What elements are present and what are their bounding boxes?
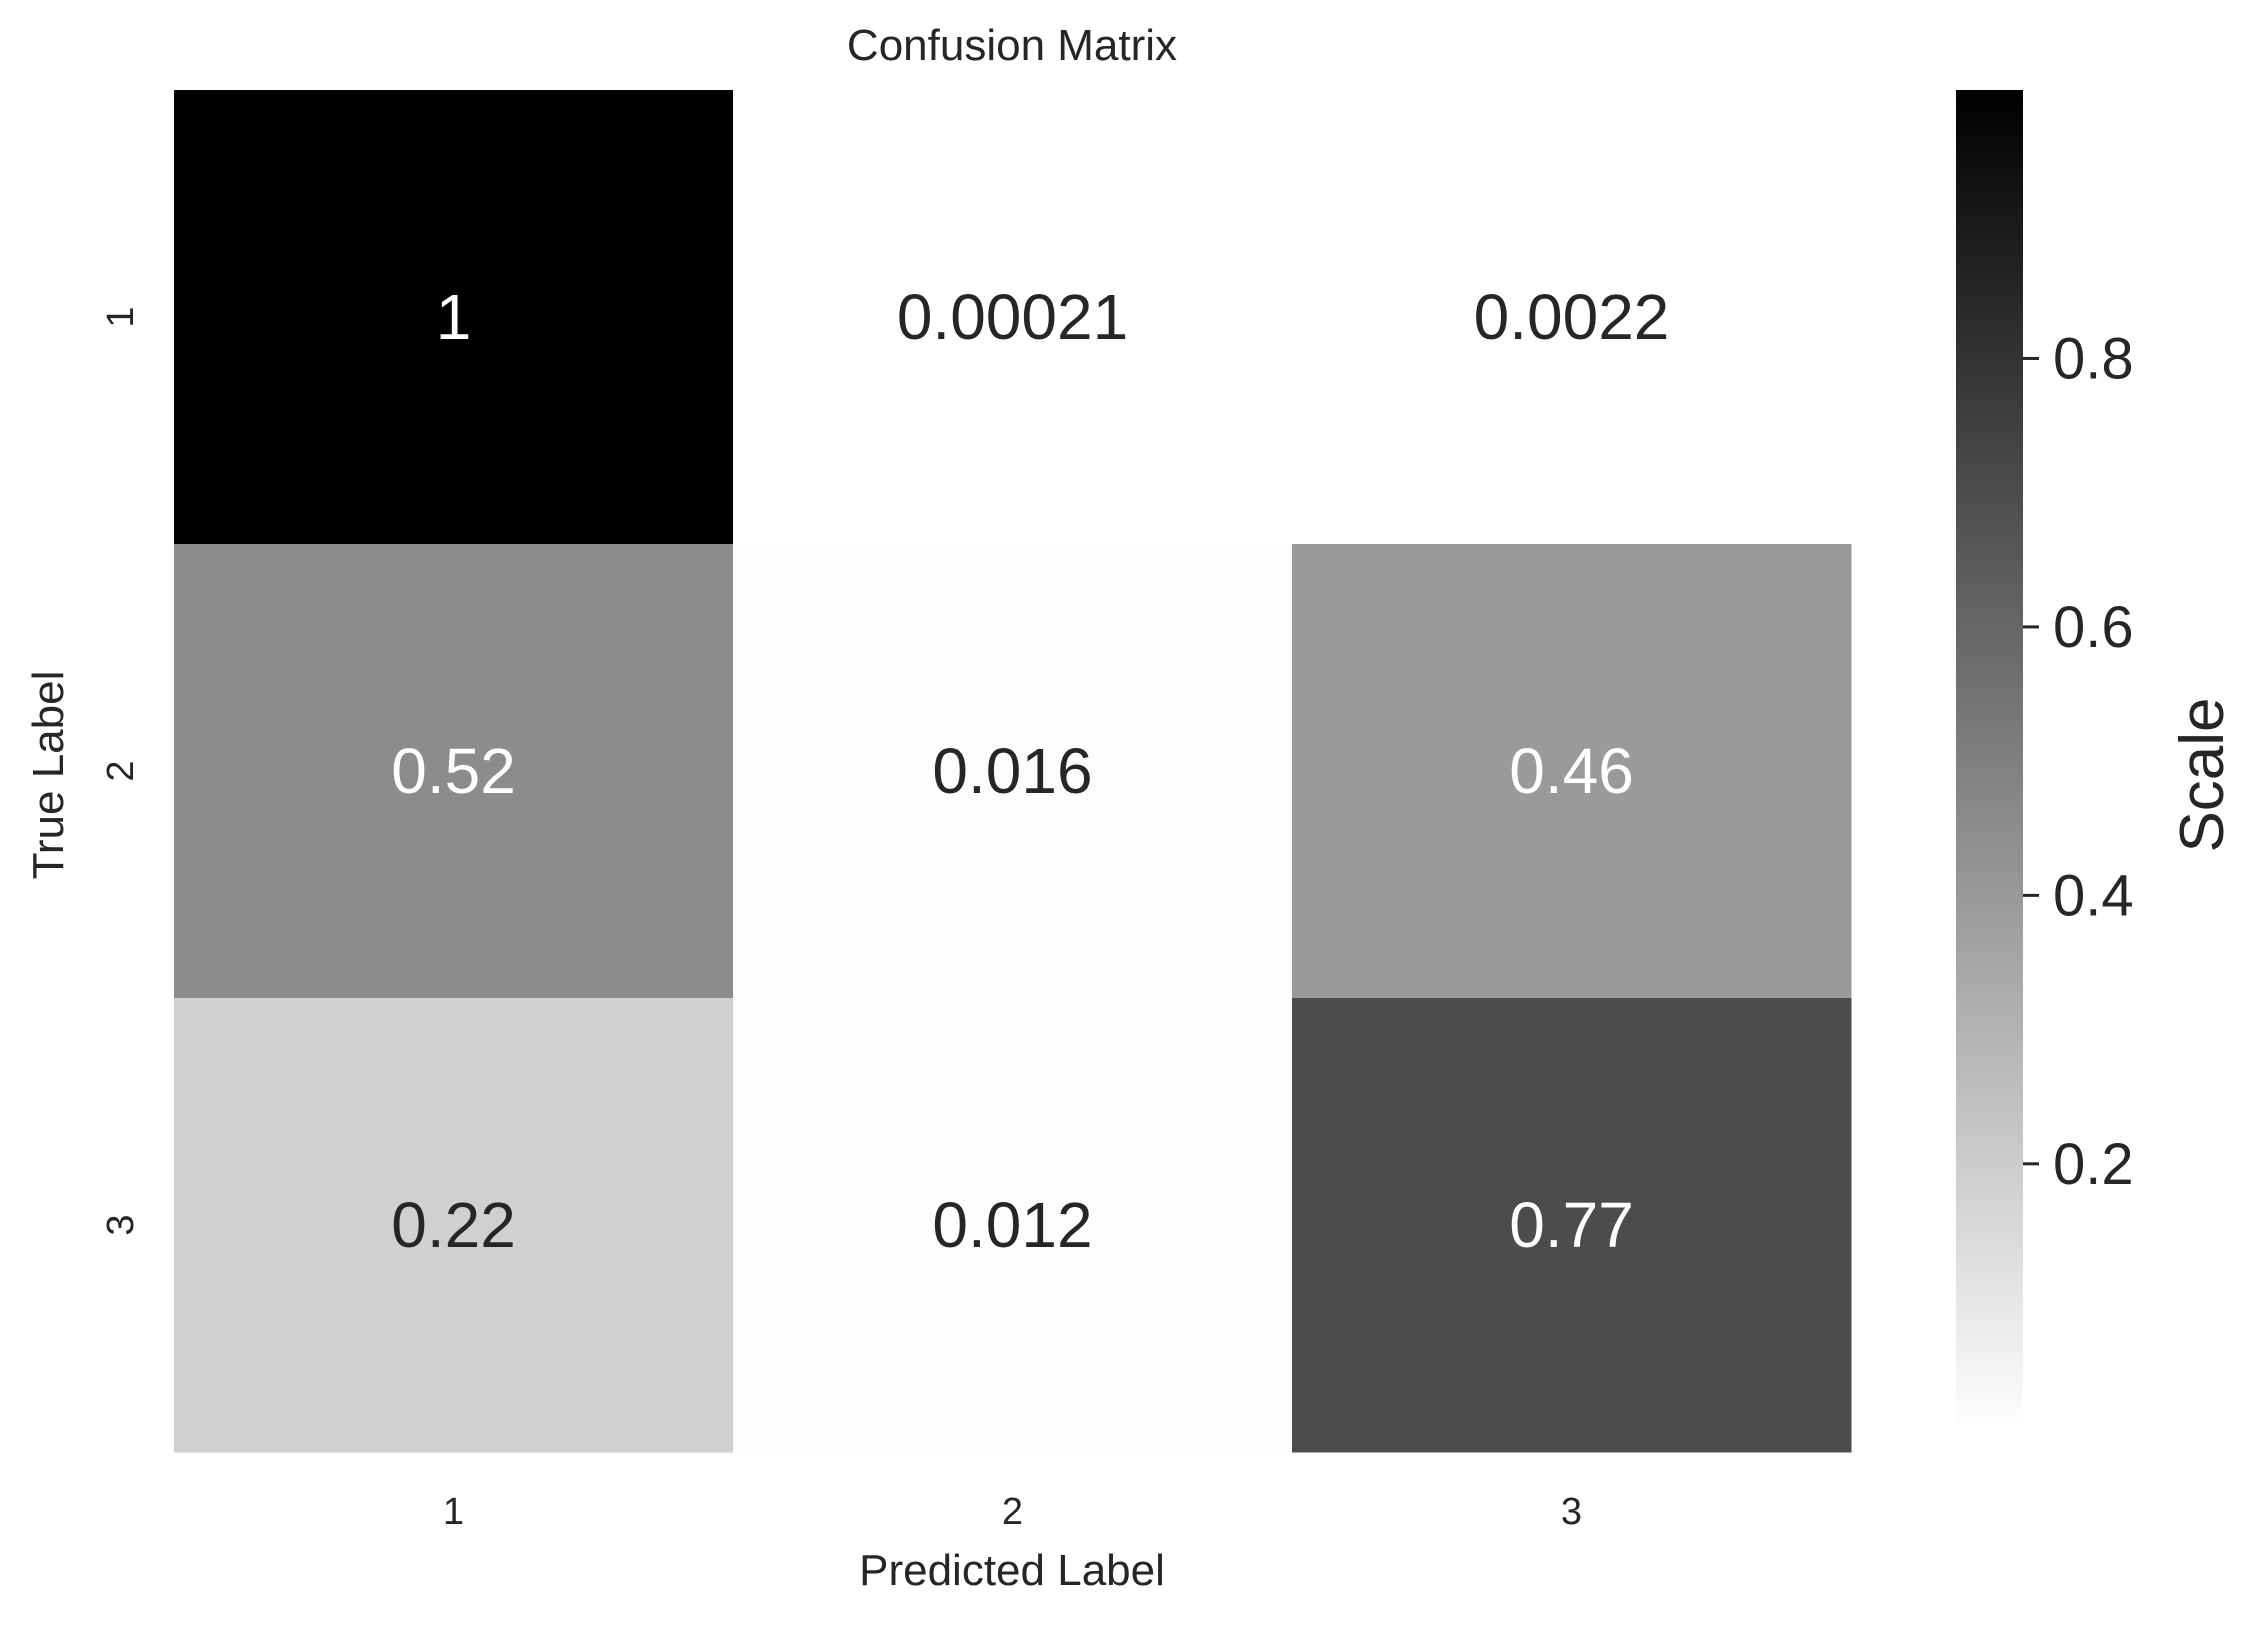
heatmap-cell [1292,998,1852,1453]
x-tick-label: 2 [1002,1491,1023,1533]
colorbar-tick-label: 0.6 [2053,595,2134,660]
chart-title: Confusion Matrix [847,21,1177,70]
y-tick-label: 3 [100,1214,142,1235]
heatmap-cell [733,998,1293,1453]
x-tick-label: 1 [443,1491,464,1533]
heatmap-cell [174,544,734,999]
colorbar-tick-label: 0.8 [2053,326,2134,391]
y-tick-labels: 1 2 3 [100,306,142,1235]
cell-value-label: 0.0022 [1474,281,1670,353]
y-axis-label: True Label [24,671,73,880]
cell-value-label: 1 [436,281,472,353]
cell-value-label: 0.22 [391,1189,516,1261]
cell-value-label: 0.77 [1509,1189,1634,1261]
colorbar: 0.2 0.4 0.6 0.8 Scale [1956,90,2237,1432]
heatmap-cell [1292,544,1852,999]
cell-value-label: 0.46 [1509,735,1634,807]
heatmap-cell [174,90,734,545]
colorbar-tick-label: 0.4 [2053,863,2134,928]
heatmap-cell [733,544,1293,999]
x-tick-labels: 1 2 3 [443,1491,1582,1533]
cell-value-label: 0.00021 [897,281,1128,353]
cell-annotations: 1 0.00021 0.0022 0.52 0.016 0.46 0.22 0.012 0.77 [391,281,1669,1261]
colorbar-gradient [1956,90,2023,1432]
x-axis-label: Predicted Label [859,1546,1165,1595]
heatmap-cell [174,998,734,1453]
heatmap-cells [174,90,1852,1453]
colorbar-ticks: 0.2 0.4 0.6 0.8 [2023,326,2134,1197]
cell-value-label: 0.52 [391,735,516,807]
y-tick-label: 1 [100,306,142,327]
y-tick-label: 2 [100,760,142,781]
cell-value-label: 0.016 [932,735,1092,807]
heatmap-cell [1292,90,1852,545]
heatmap-cell [733,90,1293,545]
colorbar-tick-label: 0.2 [2053,1132,2134,1197]
x-tick-label: 3 [1561,1491,1582,1533]
cell-value-label: 0.012 [932,1189,1092,1261]
colorbar-label: Scale [2168,697,2237,852]
